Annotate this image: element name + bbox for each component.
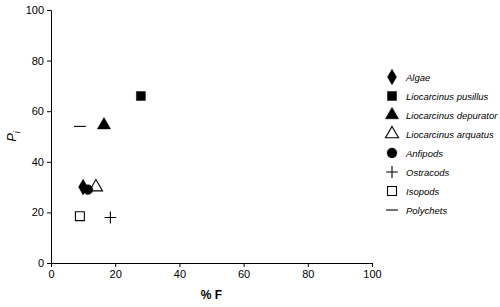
legend-symbol [388, 92, 397, 101]
legend-symbol [388, 187, 397, 196]
tick: 100 [363, 263, 381, 280]
legend-symbol [388, 69, 397, 85]
tick-mark [372, 263, 373, 267]
tick-mark [115, 263, 116, 267]
point [97, 118, 110, 129]
chart: 0 20 40 60 80 100 0 20 40 60 80 100 % F Pi Algae Liocar… [0, 0, 500, 307]
point [136, 92, 145, 101]
tick-label: 80 [302, 268, 314, 280]
tick-label: 100 [363, 268, 381, 280]
tick: 40 [174, 263, 186, 280]
point [83, 185, 93, 195]
tick-mark [47, 162, 51, 163]
y-axis-title: Pi [4, 130, 22, 142]
tick: 60 [32, 105, 51, 117]
legend-label: Liocarcinus pusillus [406, 91, 489, 102]
tick-label: 40 [174, 268, 186, 280]
tick-mark [47, 212, 51, 213]
legend-label: Liocarcinus arquatus [406, 129, 494, 140]
axis-line [47, 11, 52, 264]
tick-label: 80 [32, 55, 44, 67]
legend-label: Ostracods [406, 167, 450, 178]
legend-symbol [385, 126, 398, 137]
tick-label: 100 [26, 4, 44, 16]
plot: 0 20 40 60 80 100 0 20 40 60 80 100 [26, 4, 382, 280]
legend-item: Anfipods [387, 148, 443, 159]
legend-item: Ostracods [386, 166, 449, 178]
legend: Algae Liocarcinus pusillus Liocarcinus dep… [385, 69, 498, 215]
axis-line [52, 264, 373, 268]
y-axis: 0 20 40 60 80 100 [26, 4, 52, 269]
tick: 20 [110, 263, 122, 280]
tick-mark [47, 111, 51, 112]
tick: 40 [32, 156, 51, 168]
legend-item: Liocarcinus pusillus [388, 91, 489, 102]
legend-label: Anfipods [405, 148, 443, 159]
tick-mark [47, 61, 51, 62]
point [74, 126, 86, 127]
x-axis-title: % F [201, 288, 222, 302]
legend-symbol [385, 107, 398, 118]
legend-symbol [386, 166, 398, 178]
tick-mark [308, 263, 309, 267]
tick: 0 [38, 257, 51, 269]
tick: 60 [238, 263, 250, 280]
tick-label: 0 [48, 268, 54, 280]
legend-label: Algae [405, 72, 430, 83]
tick: 80 [32, 55, 51, 67]
tick-label: 20 [32, 206, 44, 218]
point [75, 212, 84, 221]
tick-label: 0 [38, 257, 44, 269]
legend-item: Liocarcinus arquatus [385, 126, 493, 139]
legend-item: Polychets [386, 205, 447, 216]
legend-label: Polychets [406, 205, 447, 216]
tick: 20 [32, 206, 51, 218]
tick: 80 [302, 263, 314, 280]
tick-label: 20 [110, 268, 122, 280]
legend-label: Liocarcinus depurator [406, 110, 498, 121]
tick-mark [244, 263, 245, 267]
tick: 0 [48, 263, 54, 280]
point [104, 212, 116, 224]
legend-item: Isopods [388, 186, 440, 197]
points [74, 92, 145, 224]
legend-symbol [386, 209, 398, 210]
tick-mark [179, 263, 180, 267]
legend-item: Algae [388, 69, 431, 85]
x-axis: 0 20 40 60 80 100 [48, 263, 381, 280]
tick-label: 60 [238, 268, 250, 280]
legend-symbol [387, 148, 397, 158]
tick-label: 40 [32, 156, 44, 168]
tick-label: 60 [32, 105, 44, 117]
tick-mark [47, 263, 51, 264]
tick: 100 [26, 4, 51, 16]
legend-item: Liocarcinus depurator [385, 107, 498, 120]
legend-label: Isopods [406, 186, 440, 197]
tick-mark [47, 10, 51, 11]
